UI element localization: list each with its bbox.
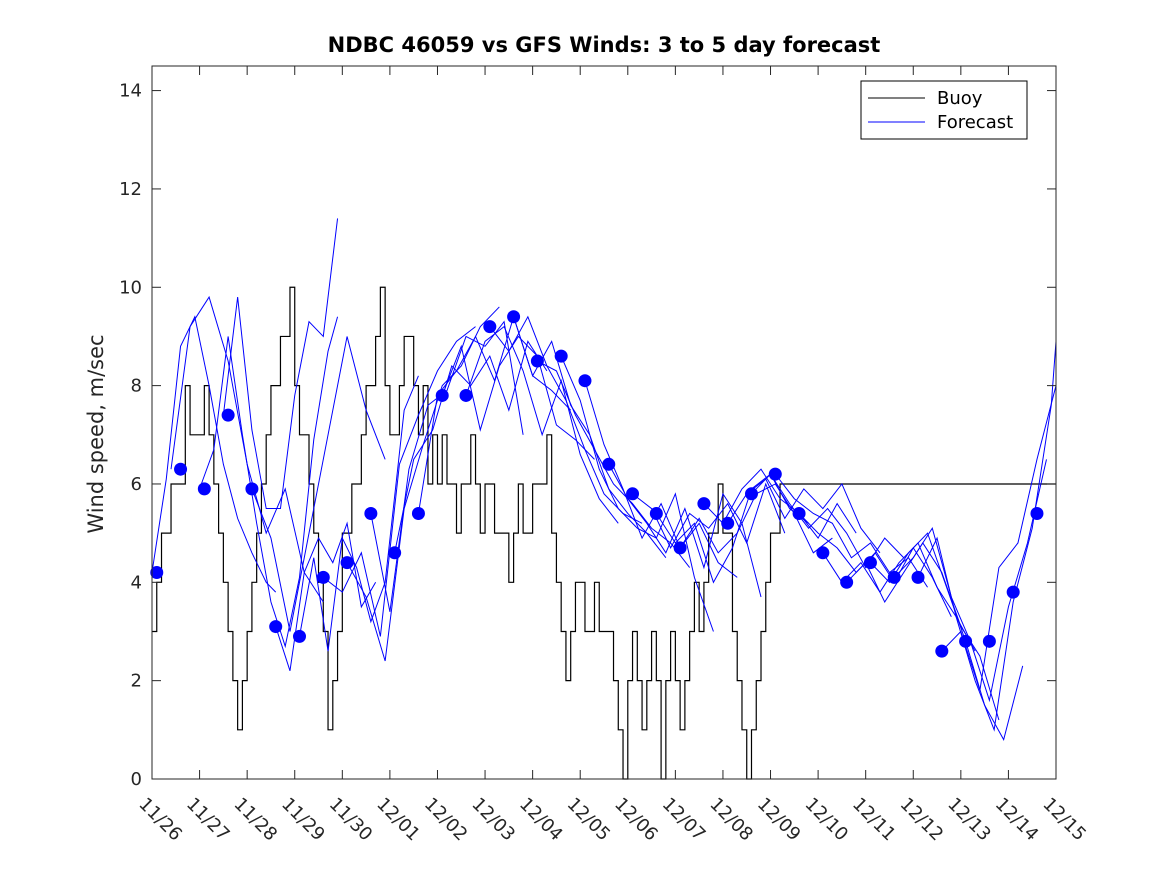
forecast-line-6	[275, 521, 377, 671]
forecast-point	[459, 388, 473, 402]
forecast-point	[768, 467, 782, 481]
forecast-point	[435, 388, 449, 402]
forecast-point	[863, 556, 877, 570]
legend-forecast-label: Forecast	[937, 112, 1013, 133]
buoy-series-line	[152, 286, 1056, 780]
forecast-point	[602, 457, 616, 471]
forecast-point	[483, 320, 497, 334]
legend-buoy-label: Buoy	[937, 88, 983, 109]
forecast-point	[1030, 506, 1044, 520]
legend-box	[860, 80, 1028, 140]
y-tick-label: 12	[119, 179, 142, 200]
forecast-point	[245, 482, 259, 496]
forecast-line-17	[537, 360, 691, 568]
forecast-line-24	[703, 468, 857, 539]
y-tick-label: 4	[131, 572, 142, 593]
forecast-line-14	[465, 325, 619, 524]
forecast-line-29	[822, 542, 976, 652]
legend: Buoy Forecast	[860, 80, 1028, 140]
forecast-point	[554, 349, 568, 363]
forecast-point	[840, 575, 854, 589]
forecast-point	[982, 634, 996, 648]
forecast-point	[292, 629, 306, 643]
forecast-point	[721, 516, 735, 530]
forecast-line-33	[917, 341, 1057, 732]
forecast-point	[340, 556, 354, 570]
forecast-line-5	[251, 336, 386, 632]
forecast-point	[649, 506, 663, 520]
y-axis-label: Wind speed, m/sec	[84, 334, 108, 533]
forecast-point	[316, 570, 330, 584]
forecast-line-15	[489, 315, 643, 524]
plot-area	[150, 218, 1057, 780]
forecast-line-18	[560, 355, 714, 632]
chart-title: NDBC 46059 vs GFS Winds: 3 to 5 day fore…	[328, 33, 881, 57]
forecast-point	[911, 570, 925, 584]
y-tick-label: 10	[119, 277, 142, 298]
forecast-point	[388, 546, 402, 560]
forecast-point	[816, 546, 830, 560]
forecast-line-7	[299, 375, 419, 652]
y-tick-label: 14	[119, 81, 142, 102]
forecast-point	[411, 506, 425, 520]
forecast-line-1	[151, 315, 277, 593]
forecast-point	[959, 634, 973, 648]
forecast-line-21	[632, 482, 786, 549]
forecast-point	[673, 541, 687, 555]
y-tick-label: 8	[131, 376, 142, 397]
forecast-line-10	[370, 320, 524, 612]
forecast-point	[197, 482, 211, 496]
forecast-line-28	[798, 513, 952, 617]
forecast-point	[150, 565, 164, 579]
forecast-line-3	[199, 316, 339, 649]
forecast-line-11	[394, 340, 548, 553]
forecast-point	[269, 620, 283, 634]
forecast-point	[935, 644, 949, 658]
forecast-line-8	[322, 326, 476, 637]
forecast-point	[744, 487, 758, 501]
forecast-line-26	[751, 473, 905, 569]
forecast-point	[626, 487, 640, 501]
y-tick-label: 0	[131, 769, 142, 790]
forecast-point	[697, 497, 711, 511]
forecast-point	[221, 408, 235, 422]
forecast-point	[364, 506, 378, 520]
forecast-line-34	[941, 385, 1057, 691]
forecast-point	[507, 310, 521, 324]
y-tick-label: 2	[131, 671, 142, 692]
forecast-point	[1006, 585, 1020, 599]
y-tick-label: 6	[131, 474, 142, 495]
forecast-point	[578, 374, 592, 388]
forecast-point	[792, 506, 806, 520]
forecast-point	[530, 354, 544, 368]
axes-box	[151, 65, 1057, 780]
forecast-point	[174, 462, 188, 476]
forecast-line-4	[222, 218, 339, 510]
forecast-point	[887, 570, 901, 584]
forecast-line-13	[441, 335, 595, 460]
forecast-line-20	[608, 464, 762, 598]
